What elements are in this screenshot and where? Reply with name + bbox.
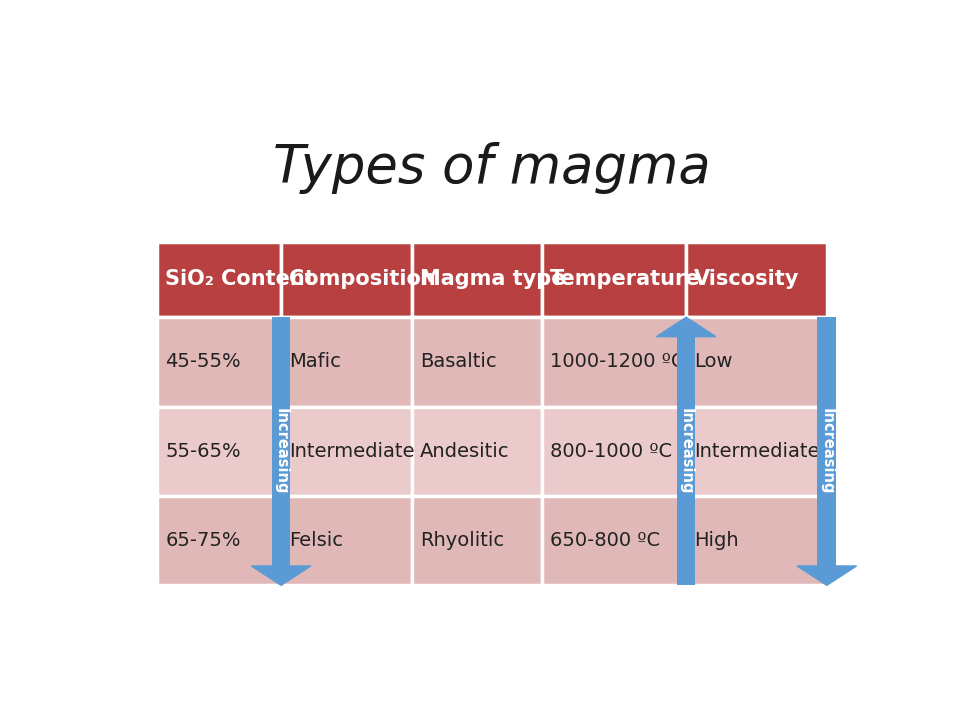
Bar <box>412 242 542 318</box>
Bar <box>281 407 412 496</box>
Text: Intermediate: Intermediate <box>694 442 820 461</box>
Bar <box>686 318 827 407</box>
Text: Types of magma: Types of magma <box>274 142 710 194</box>
Bar <box>542 407 686 496</box>
Bar <box>542 242 686 318</box>
Text: Low: Low <box>694 352 732 372</box>
Polygon shape <box>797 566 856 585</box>
Text: Composition: Composition <box>289 269 436 289</box>
Text: 45-55%: 45-55% <box>165 352 241 372</box>
Bar <box>412 496 542 585</box>
Bar <box>686 242 827 318</box>
Bar <box>281 242 412 318</box>
Text: 55-65%: 55-65% <box>165 442 241 461</box>
Text: 65-75%: 65-75% <box>165 531 241 550</box>
Bar <box>677 337 695 585</box>
Polygon shape <box>252 566 311 585</box>
Bar <box>542 496 686 585</box>
Bar <box>157 407 281 496</box>
Text: Temperature: Temperature <box>550 269 701 289</box>
Text: Viscosity: Viscosity <box>694 269 800 289</box>
Bar <box>412 407 542 496</box>
Bar <box>281 496 412 585</box>
Text: 800-1000 ºC: 800-1000 ºC <box>550 442 672 461</box>
Text: Felsic: Felsic <box>289 531 343 550</box>
Bar <box>818 318 836 566</box>
Bar <box>157 496 281 585</box>
Text: Basaltic: Basaltic <box>420 352 496 372</box>
Bar <box>281 318 412 407</box>
Text: Magma type: Magma type <box>420 269 565 289</box>
Text: SiO₂ Content: SiO₂ Content <box>165 269 315 289</box>
Text: Rhyolitic: Rhyolitic <box>420 531 504 550</box>
Bar <box>412 318 542 407</box>
Bar <box>157 318 281 407</box>
Bar <box>157 242 281 318</box>
Bar <box>686 496 827 585</box>
Text: 1000-1200 ºC: 1000-1200 ºC <box>550 352 684 372</box>
Text: Andesitic: Andesitic <box>420 442 509 461</box>
Text: High: High <box>694 531 739 550</box>
Text: Increasing: Increasing <box>819 408 834 495</box>
Text: Increasing: Increasing <box>274 408 289 495</box>
Text: Mafic: Mafic <box>289 352 341 372</box>
Text: Increasing: Increasing <box>679 408 694 495</box>
Text: 650-800 ºC: 650-800 ºC <box>550 531 660 550</box>
Polygon shape <box>657 318 716 337</box>
Bar <box>542 318 686 407</box>
Text: Intermediate: Intermediate <box>289 442 415 461</box>
Bar <box>686 407 827 496</box>
Bar <box>272 318 290 566</box>
